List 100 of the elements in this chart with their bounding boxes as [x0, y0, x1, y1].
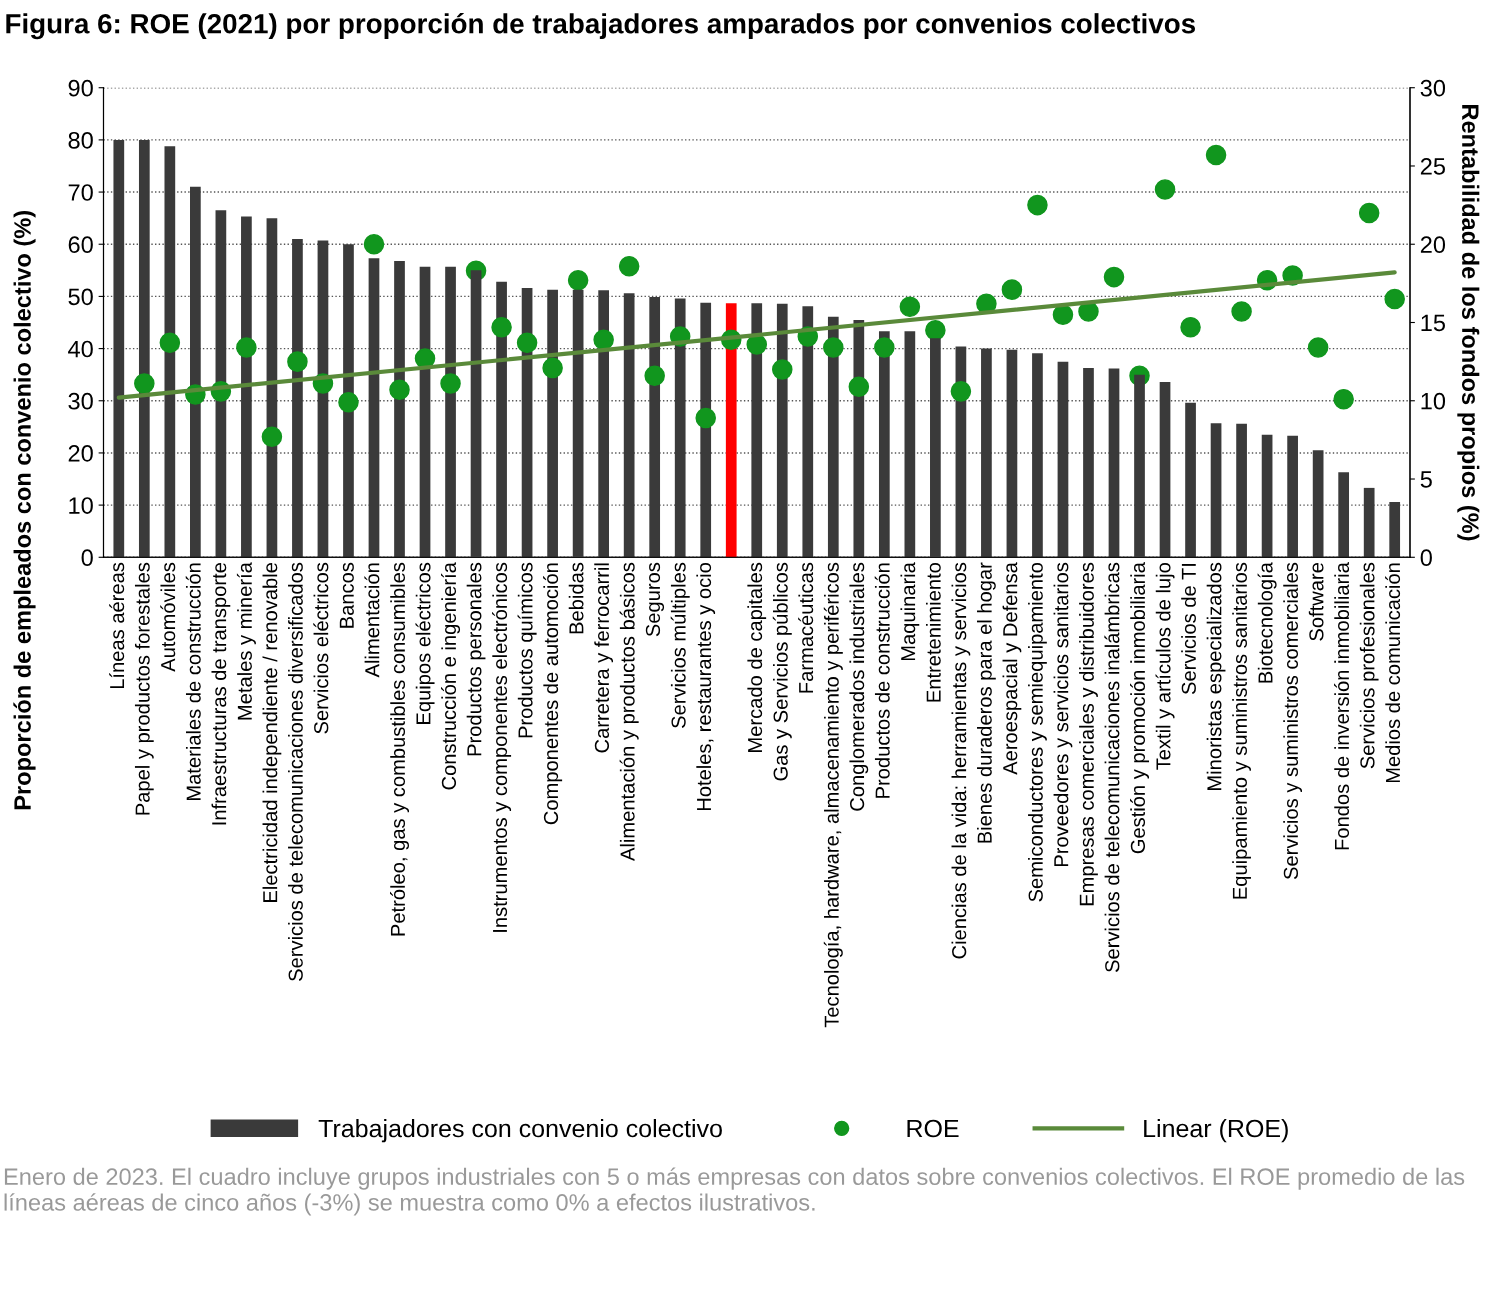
- y2-tick-label: 30: [1420, 79, 1446, 97]
- x-tick-label: Bebidas: [568, 562, 584, 634]
- bar: [1159, 381, 1171, 558]
- y2-tick-label: 25: [1420, 158, 1445, 175]
- point: [823, 337, 844, 358]
- y-tick-label: 10: [69, 497, 93, 514]
- y-tick-label: 60: [68, 236, 93, 254]
- bar: [1108, 368, 1120, 558]
- text: Enero de 2023. El cuadro incluye grupos industriales con 5 o más empresas con datos sobre convenios colectivos. El ROE promedio de las líneas aéreas de cinco años (-3%) se muestra como 0% a efectos ilustrativos.: [4, 1167, 1465, 1216]
- bar: [853, 319, 865, 558]
- bar: [1134, 374, 1145, 558]
- x-tick-label: Mercado de capitales: [747, 562, 767, 752]
- bar: [1236, 423, 1247, 558]
- x-tick-label: Servicios y suministros comerciales: [1283, 562, 1303, 880]
- point: [1001, 279, 1023, 300]
- x-tick-label: Alimentación: [364, 563, 380, 678]
- x-tick-label: Entretenimiento: [925, 562, 941, 702]
- y-tick-label: 40: [68, 340, 93, 358]
- point: [593, 329, 614, 350]
- bar: [1287, 435, 1298, 558]
- x-tick-label: Servicios profesionales: [1359, 562, 1379, 769]
- x-tick-label: Equipos eléctricos: [415, 562, 435, 724]
- point: [644, 365, 665, 386]
- point: [848, 376, 870, 397]
- bar: [164, 146, 176, 558]
- legend-label: Linear (ROE): [1144, 1119, 1288, 1143]
- point: [542, 357, 563, 379]
- x-tick-label: Materiales de construcción: [185, 563, 201, 801]
- bar: [649, 296, 661, 558]
- bar: [1032, 353, 1043, 558]
- y-tick-label: 30: [68, 392, 93, 410]
- x-tick-label: Medios de comunicación: [1385, 563, 1401, 783]
- point: [1103, 266, 1125, 288]
- x-tick-label: Construcción e ingeniería: [441, 562, 461, 790]
- y2-tick-label: 0: [1420, 549, 1432, 567]
- chart-title: Figura 6: ROE (2021) por proporción de trabajadores amparados por convenios colectivos: [6, 12, 1196, 40]
- point: [874, 337, 895, 358]
- bar: [1363, 487, 1375, 558]
- point: [1231, 301, 1252, 322]
- point: [1333, 388, 1354, 410]
- point: [159, 332, 181, 354]
- bar: [496, 281, 507, 558]
- bar: [190, 186, 201, 558]
- x-tick-label: Componentes de automoción: [543, 563, 563, 825]
- x-tick-label: Equipamiento y suministros sanitarios: [1232, 562, 1251, 899]
- x-tick-label: Biotecnología: [1257, 562, 1277, 683]
- bar: [1083, 367, 1094, 558]
- x-tick-label: Infraestructuras de transporte: [211, 563, 231, 825]
- bar: [292, 239, 303, 558]
- x-tick-label: Servicios de telecomunicaciones diversificados: [288, 562, 303, 981]
- point: [695, 407, 716, 429]
- point: [236, 337, 257, 358]
- x-tick-label: Electricidad independiente / renovable: [262, 563, 282, 902]
- bar: [598, 290, 609, 558]
- point: [567, 269, 589, 291]
- bar: [470, 270, 482, 558]
- bar: [1185, 402, 1196, 558]
- legend-label: Trabajadores con convenio colectivo: [318, 1119, 722, 1143]
- x-tick-label: Software: [1308, 563, 1324, 641]
- bar: [394, 260, 405, 558]
- x-tick-label: Hoteles, restaurantes y ocio: [696, 562, 716, 811]
- point: [363, 233, 385, 255]
- bar: [368, 258, 380, 558]
- y-tick-label: 50: [68, 288, 93, 306]
- x-tick-label: Servicios de TI: [1181, 563, 1196, 695]
- x-tick-label: Bancos: [339, 562, 354, 628]
- bar: [623, 293, 635, 558]
- y-tick-label: 0: [81, 549, 93, 567]
- point: [389, 379, 410, 401]
- x-tick-label: Automóviles: [160, 562, 176, 672]
- bar: [725, 303, 737, 558]
- x-tick-label: Seguros: [645, 562, 665, 637]
- point: [134, 373, 155, 394]
- bar: [1312, 450, 1324, 558]
- bar: [547, 289, 558, 558]
- bar: [1006, 349, 1018, 558]
- x-tick-label: Servicios eléctricos: [313, 562, 329, 734]
- bar: [113, 139, 125, 558]
- x-tick-label: Productos personales: [466, 562, 486, 756]
- bar: [1057, 361, 1069, 558]
- bar: [904, 331, 916, 558]
- x-tick-label: Semiconductores y semiequipamiento: [1028, 562, 1047, 902]
- y-axis-title: Proporción de empleados con convenio colectivo (%): [13, 211, 36, 810]
- bar: [981, 348, 992, 558]
- x-tick-label: Bienes duraderos para el hogar: [977, 562, 996, 843]
- bar: [138, 139, 150, 558]
- bar: [343, 244, 354, 558]
- x-tick-label: Alimentación y productos básicos: [619, 562, 639, 861]
- point: [1307, 337, 1329, 358]
- x-tick-label: Farmacéuticas: [798, 562, 814, 693]
- y2-tick-label: 5: [1420, 471, 1432, 488]
- x-tick-label: Servicios de telecomunicaciones inalámbricas: [1104, 562, 1120, 973]
- y-tick-label: 20: [68, 445, 93, 462]
- y2-tick-label: 15: [1421, 314, 1445, 332]
- y2-tick-label: 20: [1420, 236, 1446, 254]
- point: [1205, 144, 1227, 166]
- bar: [1210, 423, 1222, 558]
- y2-tick-label: 10: [1421, 392, 1446, 410]
- x-tick-label: Textil y artículos de lujo: [1155, 562, 1175, 770]
- y-tick-label: 80: [68, 131, 93, 149]
